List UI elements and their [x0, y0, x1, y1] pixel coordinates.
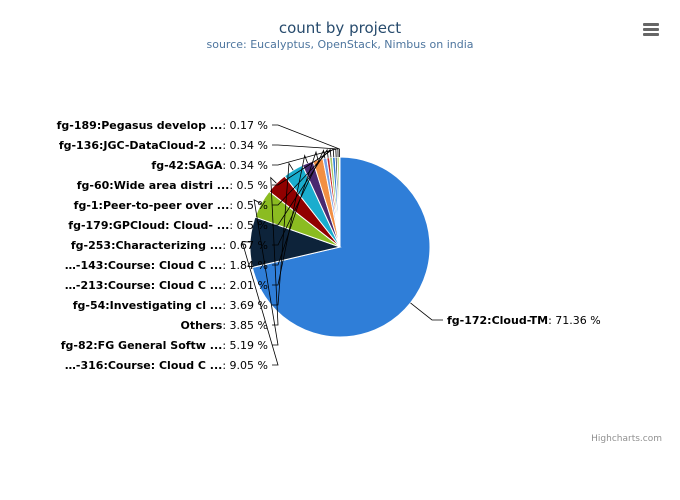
slice-label-name: fg-54:Investigating cl ... [73, 299, 223, 312]
slice-label: fg-82:FG General Softw ...: 5.19 % [61, 339, 268, 352]
label-connectors [241, 124, 443, 366]
slice-label-value: : 0.34 % [222, 139, 268, 152]
pie-slices [249, 156, 431, 338]
slice-label-name: fg-136:JGC-DataCloud-2 ... [59, 139, 223, 152]
export-menu-button[interactable] [636, 18, 666, 42]
slice-label-value: : 71.36 % [548, 314, 601, 327]
slice-label-name: fg-60:Wide area distri ... [77, 179, 230, 192]
label-connector-line [241, 241, 279, 366]
pie-slice[interactable] [338, 156, 341, 248]
slice-label: fg-1:Peer-to-peer over ...: 0.5 % [74, 199, 268, 212]
slice-label: fg-54:Investigating cl ...: 3.69 % [73, 299, 268, 312]
slice-label: fg-172:Cloud-TM: 71.36 % [447, 314, 601, 327]
label-connector-line [272, 148, 329, 226]
slice-label: fg-179:GPCloud: Cloud- ...: 0.5 % [68, 219, 268, 232]
slice-label-value: : 0.5 % [229, 179, 268, 192]
slice-label-value: : 0.34 % [222, 159, 268, 172]
label-connector-line [410, 302, 443, 321]
slice-label: …-316:Course: Cloud C ...: 9.05 % [65, 359, 268, 372]
menu-line-icon [643, 28, 659, 31]
slice-label-value: : 0.67 % [222, 239, 268, 252]
menu-line-icon [643, 33, 659, 36]
slice-label-name: …-213:Course: Cloud C ... [65, 279, 222, 292]
slice-label: fg-189:Pegasus develop ...: 0.17 % [57, 119, 268, 132]
label-connector-line [272, 124, 340, 158]
label-connector-line [253, 199, 279, 346]
label-connector-line [272, 148, 332, 206]
slice-label-name: fg-42:SAGA [151, 159, 222, 172]
slice-label-name: …-316:Course: Cloud C ... [65, 359, 222, 372]
slice-label-value: : 9.05 % [222, 359, 268, 372]
slice-label-value: : 3.85 % [222, 319, 268, 332]
slice-label: …-143:Course: Cloud C ...: 1.84 % [65, 259, 268, 272]
slice-label-name: fg-172:Cloud-TM [447, 314, 548, 327]
slice-label: fg-60:Wide area distri ...: 0.5 % [77, 179, 268, 192]
credits-link[interactable]: Highcharts.com [591, 434, 662, 444]
label-connector-line [272, 144, 339, 158]
slice-label-value: : 5.19 % [222, 339, 268, 352]
slice-label: fg-42:SAGA: 0.34 % [151, 159, 268, 172]
slice-label-name: Others [180, 319, 222, 332]
slice-label-name: fg-179:GPCloud: Cloud- ... [68, 219, 229, 232]
slice-label: Others: 3.85 % [180, 319, 268, 332]
slice-label: fg-136:JGC-DataCloud-2 ...: 0.34 % [59, 139, 268, 152]
slice-label-value: : 2.01 % [222, 279, 268, 292]
slice-label-name: fg-82:FG General Softw ... [61, 339, 223, 352]
label-connector-line [272, 154, 308, 286]
slice-label-name: fg-253:Characterizing ... [71, 239, 222, 252]
slice-label-value: : 3.69 % [222, 299, 268, 312]
slice-label-value: : 0.5 % [229, 219, 268, 232]
menu-line-icon [643, 23, 659, 26]
label-connector-line [272, 148, 337, 166]
slice-label-name: …-143:Course: Cloud C ... [65, 259, 222, 272]
slice-label-name: fg-1:Peer-to-peer over ... [74, 199, 230, 212]
slice-labels: fg-172:Cloud-TM: 71.36 % …-316:Course: Cl… [57, 119, 601, 372]
label-connector-line [272, 148, 335, 186]
chart-title: count by project [279, 19, 401, 37]
label-connector-line [270, 176, 279, 326]
slice-label-value: : 0.17 % [222, 119, 268, 132]
slice-label: fg-253:Characterizing ...: 0.67 % [71, 239, 268, 252]
slice-label-name: fg-189:Pegasus develop ... [57, 119, 223, 132]
chart-subtitle: source: Eucalyptus, OpenStack, Nimbus on… [206, 38, 473, 51]
label-connector-line [272, 150, 319, 266]
slice-label: …-213:Course: Cloud C ...: 2.01 % [65, 279, 268, 292]
slice-label-value: : 0.5 % [229, 199, 268, 212]
slice-label-value: : 1.84 % [222, 259, 268, 272]
